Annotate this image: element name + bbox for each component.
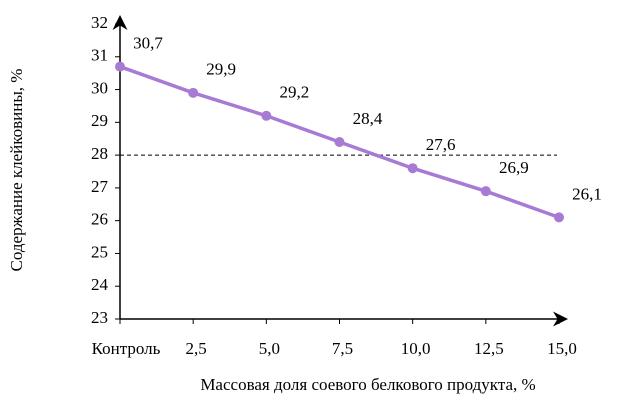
x-tick-label: 12,5: [474, 339, 504, 358]
x-tick-label: Контроль: [92, 339, 161, 358]
y-tick-label: 29: [91, 111, 108, 130]
y-tick-label: 27: [91, 177, 109, 196]
data-label: 26,9: [499, 158, 529, 177]
point: [188, 87, 199, 98]
point: [407, 163, 418, 174]
x-tick-label: 7,5: [332, 339, 353, 358]
y-tick-label: 23: [91, 308, 108, 327]
data-label: 29,9: [206, 60, 236, 79]
y-axis-label: Содержание клейковины, %: [7, 69, 26, 272]
point: [480, 186, 491, 197]
x-tick-label: 5,0: [259, 339, 280, 358]
y-tick-label: 24: [91, 275, 109, 294]
y-tick-label: 25: [91, 242, 108, 261]
x-tick-label: 10,0: [401, 339, 431, 358]
point: [554, 212, 564, 223]
x-axis-label: Массовая доля соевого белкового продукта…: [200, 375, 535, 394]
data-label: 29,2: [279, 83, 309, 102]
point: [261, 110, 272, 121]
y-tick-label: 28: [91, 144, 108, 163]
point: [115, 61, 125, 72]
x-tick-label: 2,5: [186, 339, 207, 358]
x-tick-label: 15,0: [547, 339, 577, 358]
y-tick-label: 30: [91, 78, 108, 97]
y-tick-label: 32: [91, 13, 108, 32]
point: [334, 137, 345, 147]
y-tick-label: 31: [91, 46, 108, 65]
data-label: 28,4: [353, 109, 383, 128]
data-label: 30,7: [133, 34, 163, 53]
y-tick-label: 26: [91, 210, 108, 229]
data-label: 27,6: [426, 135, 456, 154]
data-label: 26,1: [572, 184, 602, 203]
